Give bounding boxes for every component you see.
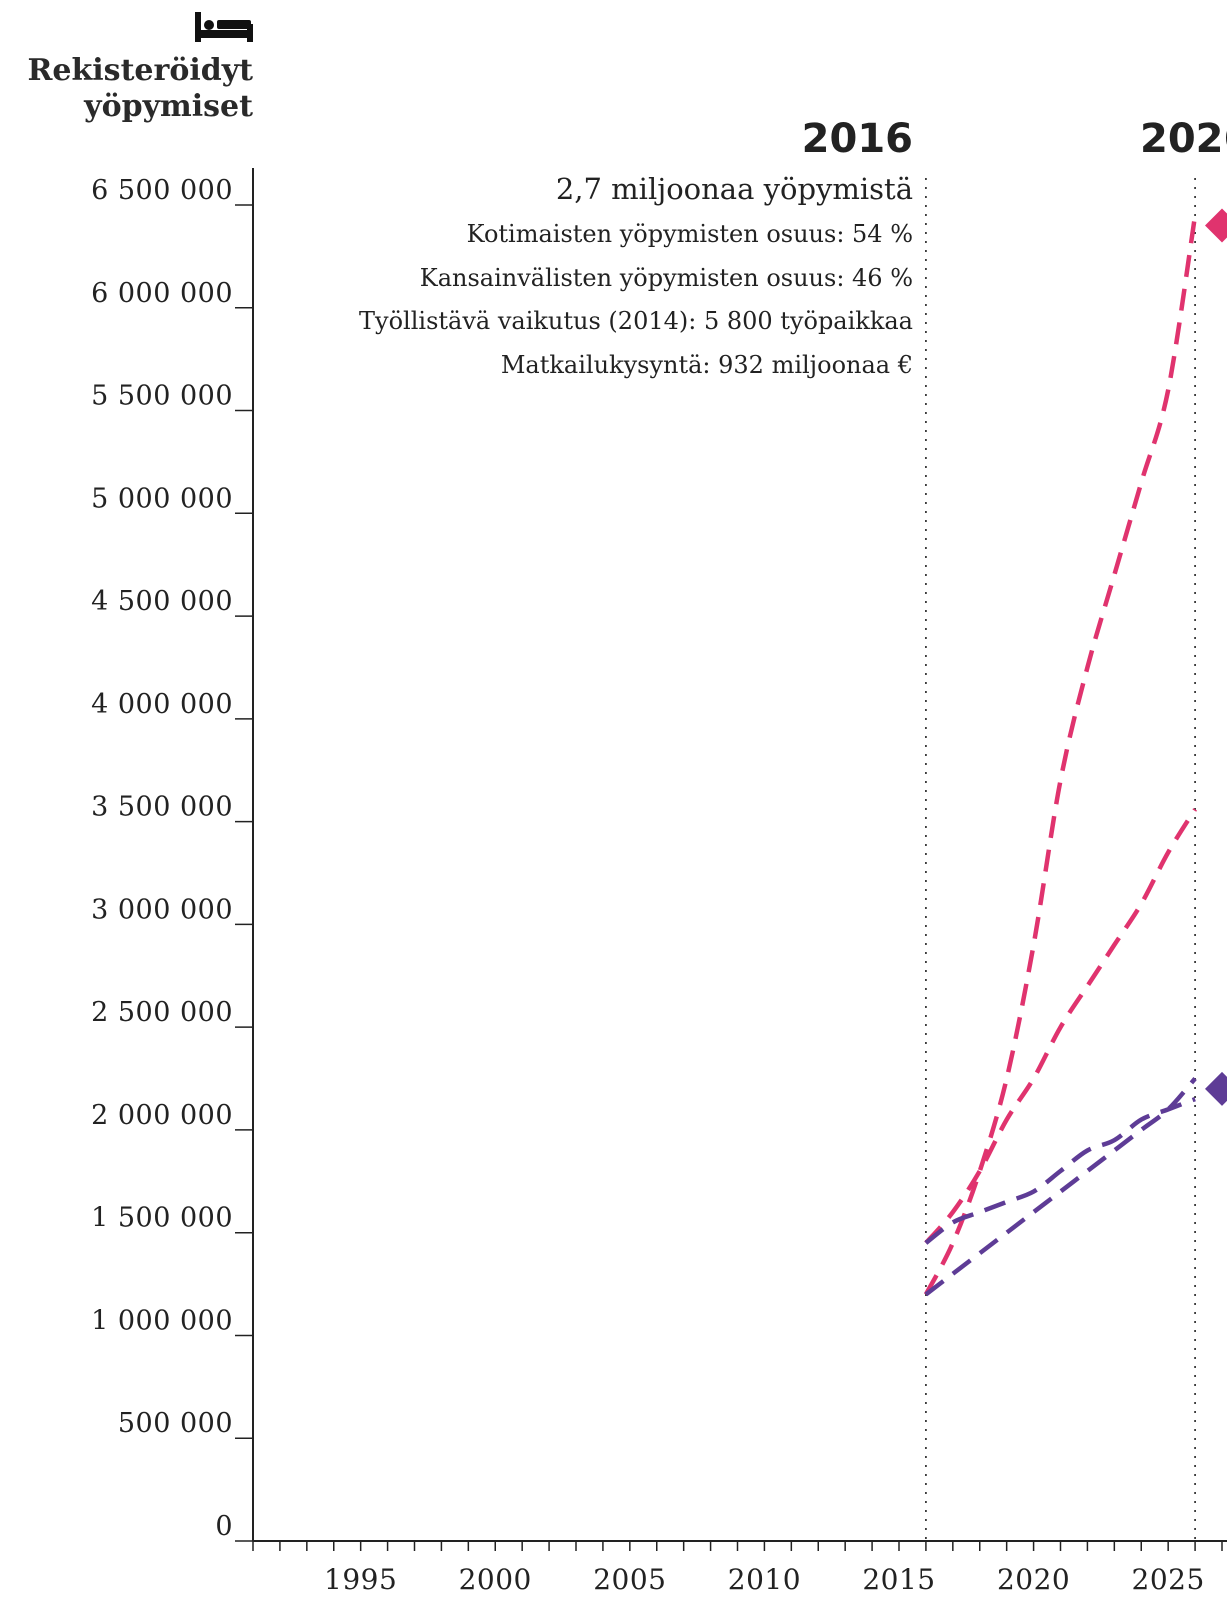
y-tick-label: 2 000 000	[91, 1100, 233, 1131]
x-tick-label: 1995	[324, 1563, 397, 1596]
x-tick-label: 2005	[593, 1563, 666, 1596]
end-marker-purple	[1205, 1071, 1227, 1106]
y-tick-label: 500 000	[118, 1408, 233, 1439]
info-tourism-demand: Matkailukysyntä: 932 miljoonaa €	[501, 351, 913, 379]
info-total: 2,7 miljoonaa yöpymistä	[556, 172, 913, 206]
y-tick-label: 6 500 000	[91, 175, 233, 206]
y-tick-label: 4 000 000	[91, 689, 233, 720]
y-tick-label: 5 000 000	[91, 483, 233, 514]
marker-lines	[925, 178, 1196, 1541]
y-tick-label: 4 500 000	[91, 586, 233, 617]
x-tick-label: 2010	[728, 1563, 801, 1596]
x-tick-label: 2025	[1132, 1563, 1205, 1596]
y-tick-label: 1 500 000	[91, 1203, 233, 1234]
series-line-purple-3	[924, 1096, 1196, 1245]
bed-icon	[195, 12, 253, 42]
x-tick-label: 2015	[862, 1563, 935, 1596]
info-international-share: Kansainvälisten yöpymisten osuus: 46 %	[420, 264, 913, 292]
info-employment: Työllistävä vaikutus (2014): 5 800 työpa…	[359, 307, 913, 335]
series-group	[923, 208, 1227, 1297]
x-tick-label: 2020	[997, 1563, 1070, 1596]
y-tick-label: 3 500 000	[91, 792, 233, 823]
y-tick-label: 5 500 000	[91, 381, 233, 412]
y-axis-title-line1: Rekisteröidyt	[27, 53, 253, 88]
x-tick-label: 2000	[459, 1563, 532, 1596]
y-tick-label: 3 000 000	[91, 894, 233, 925]
y-tick-label: 0	[215, 1511, 233, 1542]
series-line-purple-2	[924, 1077, 1197, 1297]
end-marker-pink	[1205, 208, 1227, 243]
series-line-pink-0	[923, 214, 1198, 1296]
series-line-pink-1	[924, 808, 1198, 1245]
year-heading-2016: 2016	[802, 116, 913, 162]
y-axis-title-line2: yöpymiset	[83, 89, 253, 124]
year-heading-2026: 2026	[1140, 116, 1227, 162]
axes: 0 500 000 1 000 000 1 500 000 2 000 000 2 500…	[91, 168, 1227, 1596]
y-tick-label: 2 500 000	[91, 997, 233, 1028]
info-domestic-share: Kotimaisten yöpymisten osuus: 54 %	[467, 220, 913, 248]
y-tick-label: 1 000 000	[91, 1305, 233, 1336]
y-tick-label: 6 000 000	[91, 278, 233, 309]
